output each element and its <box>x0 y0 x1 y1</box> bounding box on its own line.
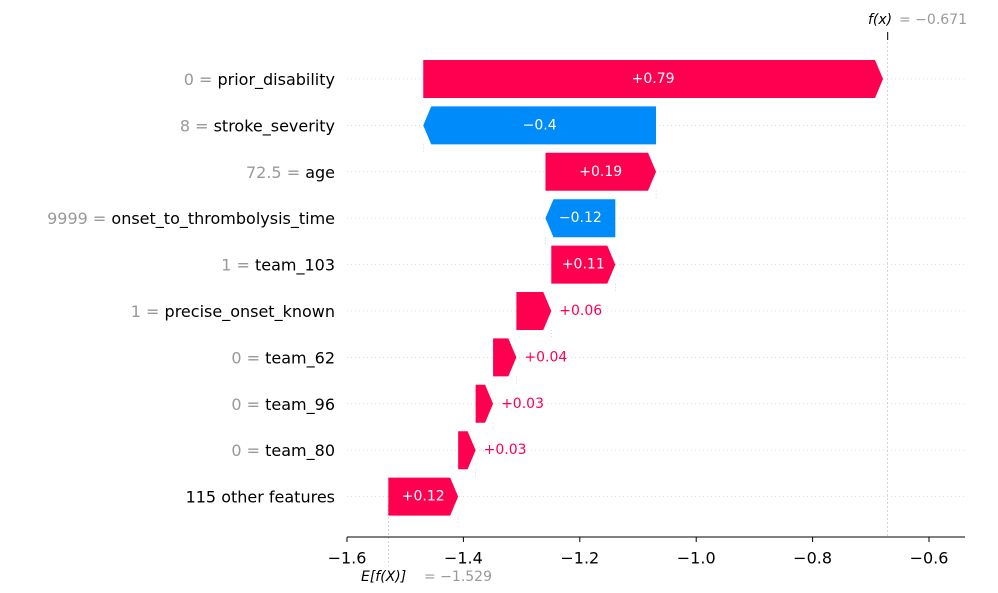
x-tick-label: −0.6 <box>910 549 949 568</box>
feature-label: 0 = team_96 <box>231 394 335 414</box>
feature-value: 72.5 = <box>246 162 305 181</box>
feature-name: stroke_severity <box>214 116 335 136</box>
output-value-label: f(x) <box>868 12 892 28</box>
feature-labels: 0 = prior_disability 8 = stroke_severity 7… <box>47 70 335 507</box>
contribution-label: +0.79 <box>632 71 675 87</box>
x-tick-label: −1.6 <box>328 549 367 568</box>
contribution-label: −0.12 <box>559 210 602 226</box>
feature-name: onset_to_thrombolysis_time <box>111 209 335 229</box>
x-tick-label: −1.0 <box>677 549 716 568</box>
contribution-label: +0.03 <box>501 396 544 412</box>
base-value-annotation: E[f(X)] = −1.529 <box>361 569 492 585</box>
feature-value: 0 = <box>184 70 218 89</box>
output-value-text: = −0.671 <box>899 12 967 28</box>
base-value-text: = −1.529 <box>424 569 492 585</box>
feature-name: team_80 <box>265 441 335 461</box>
feature-value: 0 = <box>231 394 265 413</box>
feature-name: 115 other features <box>186 487 335 506</box>
positive-contribution-bar <box>475 384 494 423</box>
positive-contribution-bar <box>493 338 517 377</box>
feature-label: 115 other features <box>186 487 335 506</box>
x-axis: −1.6 −1.4 −1.2 −1.0 −0.8 −0.6 <box>328 536 965 568</box>
x-tick-label: −1.2 <box>560 549 599 568</box>
feature-label: 8 = stroke_severity <box>180 116 335 136</box>
feature-name: team_96 <box>265 394 335 414</box>
feature-name: team_62 <box>265 348 335 368</box>
positive-contribution-bar <box>388 477 459 516</box>
feature-label: 0 = team_80 <box>231 441 335 461</box>
feature-label: 0 = team_62 <box>231 348 335 368</box>
feature-value: 1 = <box>131 302 165 321</box>
contribution-label: +0.04 <box>524 349 567 365</box>
contribution-label: +0.11 <box>562 257 605 273</box>
feature-value: 0 = <box>231 348 265 367</box>
positive-contribution-bar <box>423 60 884 98</box>
feature-label: 9999 = onset_to_thrombolysis_time <box>47 209 335 229</box>
feature-value: 9999 = <box>47 209 111 228</box>
x-tick-label: −1.4 <box>444 549 483 568</box>
feature-value: 0 = <box>231 441 265 460</box>
feature-name: precise_onset_known <box>165 302 335 322</box>
feature-label: 1 = precise_onset_known <box>131 302 335 322</box>
negative-contribution-bar <box>423 106 657 145</box>
contribution-label: +0.06 <box>559 303 602 319</box>
positive-contribution-bar <box>551 245 616 284</box>
contribution-label: +0.03 <box>484 442 527 458</box>
feature-label: 1 = team_103 <box>221 255 335 275</box>
contribution-bars: +0.79 −0.4 +0.19 −0.12 +0.11 +0.06 +0.04 +0.03 +… <box>388 60 884 525</box>
feature-label: 72.5 = age <box>246 162 335 181</box>
positive-contribution-bar <box>545 152 657 191</box>
feature-label: 0 = prior_disability <box>184 70 335 90</box>
negative-contribution-bar <box>545 199 616 238</box>
feature-name: team_103 <box>255 255 335 275</box>
output-value-annotation: f(x) = −0.671 <box>868 12 967 28</box>
positive-contribution-bar <box>516 292 552 330</box>
positive-contribution-bar <box>458 431 476 470</box>
contribution-label: +0.12 <box>402 489 445 505</box>
base-value-label: E[f(X)] <box>361 569 406 585</box>
feature-value: 8 = <box>180 116 214 135</box>
reference-lines <box>388 32 889 566</box>
feature-name: age <box>305 162 335 181</box>
feature-name: prior_disability <box>217 70 335 90</box>
feature-value: 1 = <box>221 255 255 274</box>
x-tick-label: −0.8 <box>793 549 832 568</box>
contribution-label: −0.4 <box>523 117 557 133</box>
contribution-label: +0.19 <box>579 164 622 180</box>
